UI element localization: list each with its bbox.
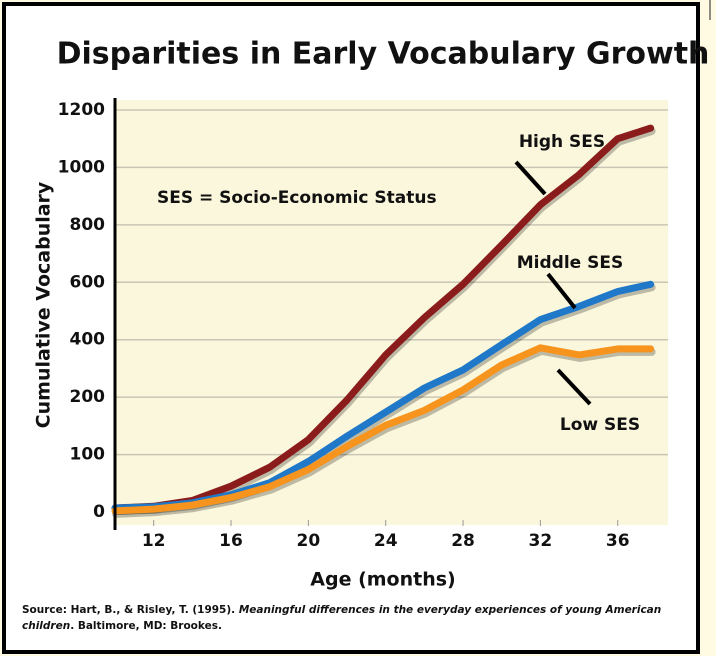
y-tick-label: 600 — [70, 272, 106, 292]
x-tick-label: 36 — [606, 531, 630, 551]
plot-area — [115, 100, 668, 525]
leader-line — [546, 272, 577, 310]
x-tick-label: 16 — [219, 531, 243, 551]
y-tick-label: 0 — [93, 502, 105, 522]
source-text: Source: Hart, B., & Risley, T. (1995). — [22, 604, 239, 616]
series-line — [111, 344, 655, 515]
y-tick-label: 1000 — [58, 157, 105, 177]
y-tick-label: 1200 — [58, 100, 105, 120]
y-tick-label: 200 — [70, 387, 106, 407]
leader-line — [556, 368, 592, 406]
source-text: . Baltimore, MD: Brookes. — [70, 620, 222, 632]
y-tick-label: 800 — [70, 215, 106, 235]
x-tick-label: 24 — [374, 531, 398, 551]
leader-line — [514, 160, 547, 196]
series-label: Low SES — [560, 415, 640, 435]
x-tick-label: 20 — [297, 531, 321, 551]
annotation: SES = Socio-Economic Status — [157, 188, 437, 208]
x-axis-label: Age (months) — [310, 569, 455, 591]
source-title: Meaningful differences in the everyday e… — [22, 604, 662, 632]
y-tick-label: 100 — [70, 445, 106, 465]
x-tick-label: 32 — [529, 531, 553, 551]
chart-title: Disparities in Early Vocabulary Growth — [57, 37, 710, 72]
series-label: High SES — [519, 132, 605, 152]
source-note: Source: Hart, B., & Risley, T. (1995). M… — [22, 602, 702, 634]
x-tick-label: 12 — [142, 531, 166, 551]
series-line — [111, 124, 655, 512]
y-tick-label: 400 — [70, 330, 106, 350]
x-tick-label: 28 — [451, 531, 475, 551]
y-axis-label: Cumulative Vocabulary — [33, 181, 55, 428]
series-label: Middle SES — [517, 253, 623, 273]
